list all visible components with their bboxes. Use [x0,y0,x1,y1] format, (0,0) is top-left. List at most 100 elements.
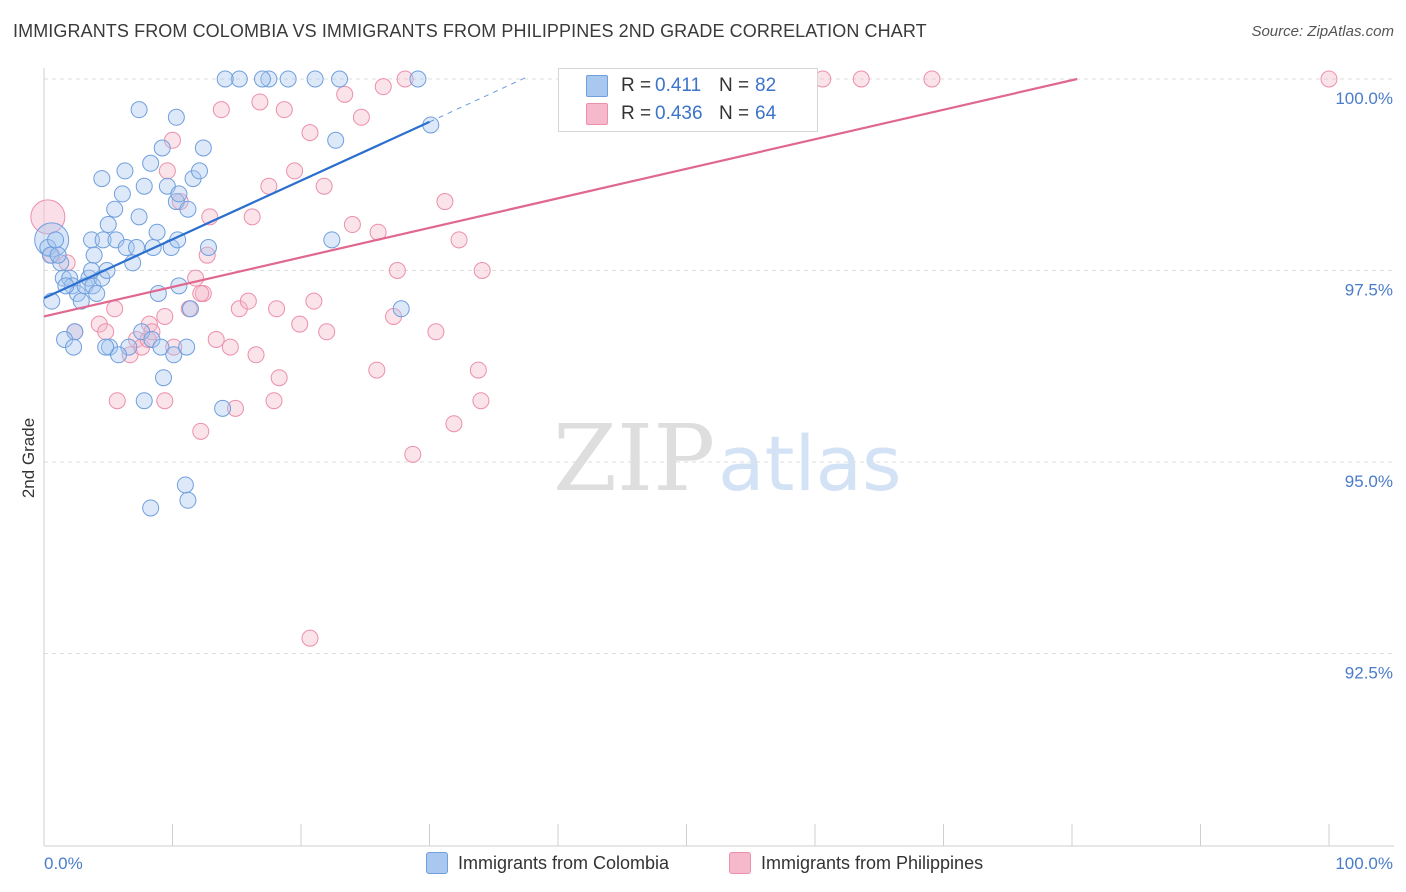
colombia-point [179,200,197,218]
colombia-point-large [34,222,70,258]
colombia-point [170,185,188,203]
philippines-point [301,124,319,142]
colombia-point [142,499,160,517]
colombia-point [253,70,271,88]
colombia-point [47,231,65,249]
colombia-point [93,170,111,188]
philippines-point [243,208,261,226]
watermark: ZIP atlas [553,405,902,512]
legend-row-philippines: R = 0.436 N = 64 [586,101,777,127]
bottom-legend-label: Immigrants from Philippines [761,852,984,873]
philippines-point [156,307,174,325]
philippines-point [318,323,336,341]
philippines-point [436,193,454,211]
legend-n-value: 64 [755,103,777,124]
philippines-point [192,284,210,302]
legend-r-value: 0.411 [655,75,702,96]
points-layer [30,70,1338,647]
philippines-point [445,415,463,433]
stats-legend: R = 0.411 N = 82 R = 0.436 N = 64 [558,68,818,132]
colombia-point [306,70,324,88]
colombia-point [216,70,234,88]
philippines-point [301,629,319,647]
philippines-point [158,162,176,180]
colombia-point [110,346,128,364]
colombia-point [279,70,297,88]
philippines-point [192,422,210,440]
philippines-point [1320,70,1338,88]
bottom-legend-philippines: Immigrants from Philippines [729,852,983,874]
philippines-point-large [30,199,66,235]
colombia-point [392,300,410,318]
philippines-point [336,85,354,103]
colombia-point [152,338,170,356]
philippines-point [923,70,941,88]
colombia-point [130,208,148,226]
legend-r-value: 0.436 [655,103,703,124]
philippines-point [374,78,392,96]
colombia-point [113,185,131,203]
colombia-point [323,231,341,249]
legend-r-label: R = [621,103,652,124]
y-tick-label: 92.5% [1345,664,1393,683]
colombia-point [135,177,153,195]
colombia-point [94,231,112,249]
source-label: Source: ZipAtlas.com [1251,23,1394,40]
colombia-point [230,70,248,88]
colombia-trendline [43,120,430,300]
philippines-point [207,330,225,348]
philippines-point [473,262,491,279]
colombia-point [167,108,185,126]
philippines-point [97,323,115,341]
tick-layer: 100.0% 97.5% 95.0% 92.5% 0.0% 100.0% [44,89,1393,873]
y-tick-label: 97.5% [1345,281,1393,300]
colombia-point [65,338,83,356]
philippines-point [156,392,174,410]
colombia-point [116,162,134,180]
bottom-legend-swatch-blue [426,852,448,874]
colombia-point [176,476,194,494]
philippines-point [427,323,445,341]
colombia-point [130,101,148,119]
bottom-legend-label: Immigrants from Colombia [458,852,670,873]
philippines-point [106,300,124,318]
colombia-point [49,246,67,264]
colombia-point [194,139,212,157]
philippines-point [343,216,361,234]
philippines-point [268,300,286,318]
philippines-point [226,399,244,417]
colombia-point [106,200,124,218]
colombia-point [409,70,427,88]
philippines-point [221,338,239,356]
colombia-point [135,392,153,410]
colombia-point [260,70,278,88]
philippines-point [396,70,414,88]
chart-title: IMMIGRANTS FROM COLOMBIA VS IMMIGRANTS F… [13,21,927,41]
colombia-point [155,369,173,387]
colombia-point [153,139,171,157]
philippines-point [275,101,293,119]
philippines-point [108,392,126,410]
y-axis-label: 2nd Grade [19,418,38,498]
colombia-trendline-extension [429,77,527,123]
watermark-zip: ZIP [553,405,715,512]
philippines-point [291,315,309,333]
philippines-point [450,231,468,249]
philippines-point [212,101,230,119]
philippines-point [404,445,422,463]
colombia-point [99,216,117,234]
philippines-point [247,346,265,364]
legend-row-colombia: R = 0.411 N = 82 [586,73,776,99]
colombia-point [331,70,349,88]
colombia-point [199,239,217,257]
colombia-point [142,154,160,172]
philippines-point [472,392,490,410]
philippines-point [352,108,370,126]
colombia-point [327,131,345,149]
colombia-point [178,338,196,356]
philippines-point [305,292,323,310]
philippines-point [368,361,386,379]
colombia-point [179,491,197,509]
trend-layer [43,77,1078,318]
philippines-point [239,292,257,310]
